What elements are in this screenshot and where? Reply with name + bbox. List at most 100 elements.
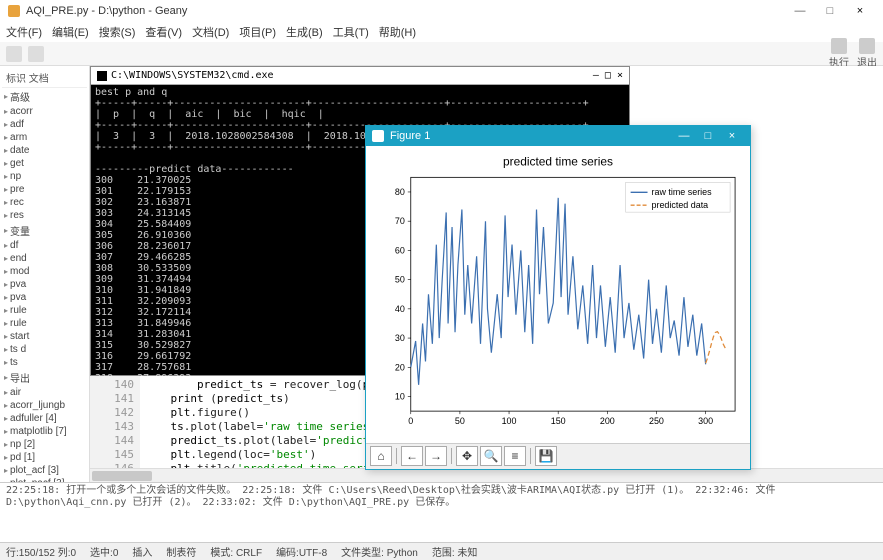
- menu-help[interactable]: 帮助(H): [379, 24, 416, 40]
- svg-text:predicted time series: predicted time series: [503, 155, 613, 169]
- figure-tool-forward[interactable]: →: [425, 446, 447, 466]
- window-title: AQI_PRE.py - D:\python - Geany: [26, 5, 187, 17]
- toolbar: 执行 退出: [0, 42, 883, 66]
- toolbar-run[interactable]: 执行: [829, 38, 849, 69]
- close-button[interactable]: ×: [845, 1, 875, 21]
- figure-tool-pan[interactable]: ✥: [456, 446, 478, 466]
- svg-text:200: 200: [600, 416, 615, 426]
- minimize-button[interactable]: —: [785, 1, 815, 21]
- svg-text:100: 100: [502, 416, 517, 426]
- sidebar-item[interactable]: rec: [2, 196, 87, 209]
- figure-title: Figure 1: [390, 130, 430, 142]
- scroll-thumb[interactable]: [92, 471, 152, 481]
- status-segment: 选中:0: [90, 544, 118, 559]
- svg-text:30: 30: [395, 333, 405, 343]
- figure-titlebar[interactable]: Figure 1 — □ ×: [366, 126, 750, 146]
- sidebar-item[interactable]: adf: [2, 118, 87, 131]
- figure-tool-zoom[interactable]: 🔍: [480, 446, 502, 466]
- menu-build[interactable]: 生成(B): [286, 24, 323, 40]
- menu-search[interactable]: 搜索(S): [99, 24, 136, 40]
- figure-min[interactable]: —: [672, 128, 696, 144]
- sidebar-item[interactable]: mod: [2, 265, 87, 278]
- sidebar-item[interactable]: get: [2, 157, 87, 170]
- svg-text:10: 10: [395, 392, 405, 402]
- app-icon: [8, 5, 20, 17]
- sidebar-item[interactable]: start: [2, 330, 87, 343]
- svg-text:40: 40: [395, 304, 405, 314]
- figure-toolbar: ⌂ ←→ ✥🔍≡ 💾: [366, 443, 750, 469]
- menu-file[interactable]: 文件(F): [6, 24, 42, 40]
- statusbar: 行:150/152 列:0选中:0插入制表符模式: CRLF编码:UTF-8文件…: [0, 542, 883, 560]
- figure-tool-back[interactable]: ←: [401, 446, 423, 466]
- cmd-max[interactable]: □: [605, 70, 611, 81]
- figure-close[interactable]: ×: [720, 128, 744, 144]
- status-segment: 编码:UTF-8: [276, 544, 327, 559]
- sidebar-item[interactable]: np: [2, 170, 87, 183]
- sidebar-item[interactable]: pre: [2, 183, 87, 196]
- sidebar-item[interactable]: plot_acf [3]: [2, 464, 87, 477]
- line-gutter: 140 141 142 143 144 145 146 147 148 149 …: [90, 376, 140, 482]
- menubar: 文件(F) 编辑(E) 搜索(S) 查看(V) 文档(D) 项目(P) 生成(B…: [0, 22, 883, 42]
- figure-canvas: predicted time series1020304050607080050…: [366, 146, 750, 442]
- toolbar-icon[interactable]: [6, 46, 22, 62]
- svg-text:50: 50: [455, 416, 465, 426]
- sidebar-item[interactable]: end: [2, 252, 87, 265]
- sidebar-item[interactable]: 变量: [2, 222, 87, 239]
- sidebar-item[interactable]: air: [2, 386, 87, 399]
- svg-text:150: 150: [551, 416, 566, 426]
- sidebar-item[interactable]: acorr_ljungb: [2, 399, 87, 412]
- status-segment: 模式: CRLF: [210, 544, 262, 559]
- menu-project[interactable]: 项目(P): [239, 24, 276, 40]
- sidebar-item[interactable]: pd [1]: [2, 451, 87, 464]
- sidebar-item[interactable]: plot_pacf [3]: [2, 477, 87, 482]
- status-segment: 插入: [132, 544, 152, 559]
- svg-text:predicted data: predicted data: [652, 201, 709, 211]
- svg-text:raw time series: raw time series: [652, 188, 713, 198]
- sidebar-item[interactable]: rule: [2, 304, 87, 317]
- sidebar-item[interactable]: arm: [2, 131, 87, 144]
- maximize-button[interactable]: □: [815, 1, 845, 21]
- cmd-titlebar[interactable]: C:\WINDOWS\SYSTEM32\cmd.exe — □ ×: [91, 67, 629, 85]
- horizontal-scrollbar[interactable]: [90, 468, 883, 482]
- sidebar-item[interactable]: df: [2, 239, 87, 252]
- sidebar-item[interactable]: ts d: [2, 343, 87, 356]
- svg-text:80: 80: [395, 187, 405, 197]
- status-segment: 范围: 未知: [432, 544, 478, 559]
- cmd-title: C:\WINDOWS\SYSTEM32\cmd.exe: [111, 70, 274, 81]
- status-segment: 行:150/152 列:0: [6, 544, 76, 559]
- sidebar-item[interactable]: pva: [2, 278, 87, 291]
- sidebar-item[interactable]: 高级: [2, 88, 87, 105]
- sidebar-item[interactable]: res: [2, 209, 87, 222]
- figure-tool-save[interactable]: 💾: [535, 446, 557, 466]
- toolbar-exit[interactable]: 退出: [857, 38, 877, 69]
- figure-tool-home[interactable]: ⌂: [370, 446, 392, 466]
- svg-text:60: 60: [395, 246, 405, 256]
- sidebar-item[interactable]: adfuller [4]: [2, 412, 87, 425]
- sidebar-item[interactable]: matplotlib [7]: [2, 425, 87, 438]
- svg-text:300: 300: [698, 416, 713, 426]
- sidebar-item[interactable]: ts: [2, 356, 87, 369]
- cmd-close[interactable]: ×: [617, 70, 623, 81]
- svg-text:50: 50: [395, 275, 405, 285]
- menu-tools[interactable]: 工具(T): [333, 24, 369, 40]
- svg-text:70: 70: [395, 217, 405, 227]
- sidebar-item[interactable]: pva: [2, 291, 87, 304]
- cmd-min[interactable]: —: [593, 70, 599, 81]
- sidebar-tabs[interactable]: 标识 文档: [2, 68, 87, 88]
- figure-icon: [372, 130, 384, 142]
- status-segment: 制表符: [166, 544, 196, 559]
- sidebar-item[interactable]: np [2]: [2, 438, 87, 451]
- figure-max[interactable]: □: [696, 128, 720, 144]
- toolbar-icon[interactable]: [28, 46, 44, 62]
- menu-view[interactable]: 查看(V): [145, 24, 182, 40]
- menu-edit[interactable]: 编辑(E): [52, 24, 89, 40]
- sidebar-item[interactable]: rule: [2, 317, 87, 330]
- window-titlebar[interactable]: AQI_PRE.py - D:\python - Geany — □ ×: [0, 0, 883, 22]
- sidebar-item[interactable]: 导出: [2, 369, 87, 386]
- figure-tool-config[interactable]: ≡: [504, 446, 526, 466]
- sidebar-item[interactable]: date: [2, 144, 87, 157]
- sidebar-item[interactable]: acorr: [2, 105, 87, 118]
- svg-text:250: 250: [649, 416, 664, 426]
- figure-window: Figure 1 — □ × predicted time series 10 20…: [365, 125, 751, 470]
- menu-document[interactable]: 文档(D): [192, 24, 229, 40]
